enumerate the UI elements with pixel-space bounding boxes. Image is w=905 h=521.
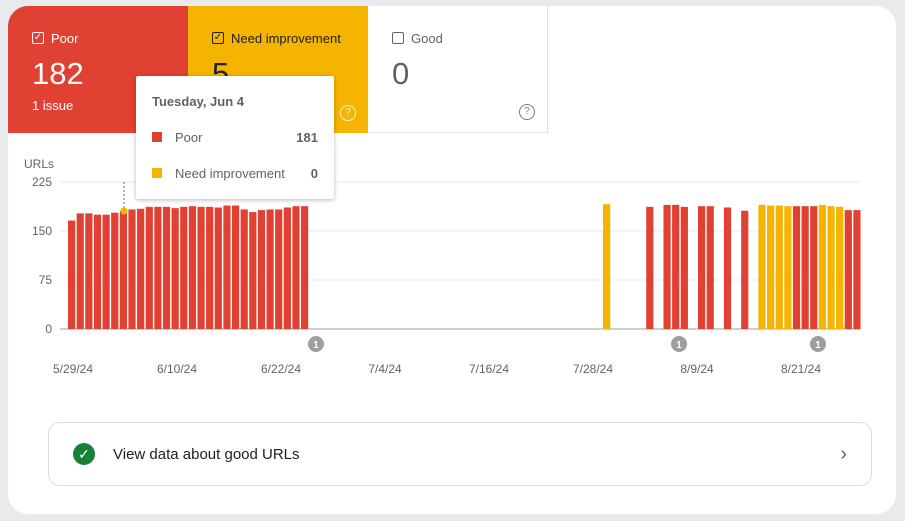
bar-poor[interactable]	[741, 210, 749, 329]
bar-poor[interactable]	[792, 206, 801, 329]
bar-poor[interactable]	[102, 214, 110, 329]
bar-need-improvement[interactable]	[775, 205, 783, 329]
bar-poor[interactable]	[137, 208, 145, 329]
y-axis-title: URLs	[24, 157, 54, 171]
bar-poor[interactable]	[68, 220, 76, 329]
tooltip-value: 181	[296, 129, 318, 145]
checkbox-icon[interactable]	[392, 32, 404, 44]
bar-poor[interactable]	[93, 214, 102, 329]
poor-issues: 1 issue	[32, 98, 74, 113]
y-tick-label: 75	[39, 273, 53, 287]
x-tick-label: 6/22/24	[261, 362, 301, 376]
bar-poor[interactable]	[162, 206, 171, 329]
bar-poor[interactable]	[197, 206, 205, 329]
bar-poor[interactable]	[257, 210, 266, 329]
bar-poor[interactable]	[128, 209, 136, 329]
bar-poor[interactable]	[844, 210, 852, 329]
tooltip-date: Tuesday, Jun 4	[152, 94, 244, 109]
bar-poor[interactable]	[275, 209, 283, 329]
bar-poor[interactable]	[249, 212, 257, 329]
x-tick-label: 7/16/24	[469, 362, 509, 376]
bar-poor[interactable]	[266, 209, 274, 329]
check-circle-icon: ✓	[73, 443, 95, 465]
x-tick-label: 8/21/24	[781, 362, 821, 376]
bar-need-improvement[interactable]	[603, 204, 611, 329]
hover-point	[120, 207, 128, 215]
bar-poor[interactable]	[214, 207, 222, 329]
bar-need-improvement[interactable]	[784, 206, 792, 329]
tooltip-row-poor: Poor 181	[152, 129, 318, 145]
bar-poor[interactable]	[145, 206, 153, 329]
poor-swatch	[152, 132, 162, 142]
bar-poor[interactable]	[801, 206, 809, 329]
tooltip-row-need-improvement: Need improvement 0	[152, 165, 318, 181]
tooltip-label: Poor	[175, 129, 203, 145]
chart-tooltip: Tuesday, Jun 4 Poor 181 Need improvement…	[136, 76, 334, 199]
annotation-icon[interactable]	[810, 336, 826, 352]
x-tick-label: 7/4/24	[368, 362, 402, 376]
bar-poor[interactable]	[706, 206, 714, 329]
annotation-label: 1	[676, 340, 682, 351]
x-tick-label: 5/29/24	[53, 362, 93, 376]
bar-need-improvement[interactable]	[818, 204, 827, 329]
bar-poor[interactable]	[292, 206, 300, 329]
help-circle-icon[interactable]: ?	[340, 105, 356, 121]
checkbox-icon[interactable]: ✓	[212, 32, 224, 44]
bar-poor[interactable]	[223, 205, 231, 329]
bar-poor[interactable]	[171, 208, 179, 329]
annotation-label: 1	[815, 340, 821, 351]
bar-poor[interactable]	[283, 207, 291, 329]
bar-need-improvement[interactable]	[758, 204, 766, 329]
x-tick-label: 7/28/24	[573, 362, 613, 376]
need-improvement-label: Need improvement	[231, 30, 341, 46]
poor-count: 182	[32, 56, 84, 91]
bar-need-improvement[interactable]	[836, 206, 844, 329]
x-tick-label: 8/9/24	[680, 362, 714, 376]
bar-need-improvement[interactable]	[827, 206, 835, 329]
good-label: Good	[411, 30, 443, 46]
bar-poor[interactable]	[76, 213, 84, 329]
view-good-urls-link[interactable]: ✓ View data about good URLs ›	[48, 422, 872, 486]
poor-label: Poor	[51, 30, 79, 46]
need-improvement-swatch	[152, 168, 162, 178]
bar-poor[interactable]	[853, 210, 861, 329]
bar-poor[interactable]	[119, 210, 127, 329]
y-tick-label: 0	[45, 322, 52, 336]
bar-poor[interactable]	[180, 206, 188, 329]
bar-poor[interactable]	[154, 206, 162, 329]
bar-poor[interactable]	[663, 204, 671, 329]
bar-need-improvement[interactable]	[767, 205, 775, 329]
bar-poor[interactable]	[85, 213, 93, 329]
bar-poor[interactable]	[188, 206, 197, 329]
bar-poor[interactable]	[672, 204, 680, 329]
view-good-urls-label: View data about good URLs	[113, 445, 300, 463]
checkbox-icon[interactable]: ✓	[32, 32, 44, 44]
annotation-label: 1	[313, 340, 319, 351]
x-tick-label: 6/10/24	[157, 362, 197, 376]
bar-poor[interactable]	[646, 206, 654, 329]
y-tick-label: 225	[32, 175, 52, 189]
tooltip-value: 0	[310, 165, 318, 181]
bar-poor[interactable]	[810, 206, 818, 329]
bar-poor[interactable]	[206, 206, 214, 329]
poor-tile[interactable]: ✓ Poor 182 1 issue ?	[8, 6, 188, 133]
good-tile[interactable]: Good 0 ?	[368, 6, 548, 133]
bar-poor[interactable]	[697, 206, 706, 329]
y-tick-label: 150	[32, 224, 52, 238]
help-circle-icon[interactable]: ?	[519, 104, 535, 120]
bar-poor[interactable]	[301, 206, 309, 329]
annotation-icon[interactable]	[308, 336, 324, 352]
chevron-right-icon: ›	[840, 442, 847, 465]
tooltip-label: Need improvement	[175, 165, 285, 181]
good-count: 0	[392, 56, 410, 91]
bar-poor[interactable]	[111, 212, 119, 329]
bar-poor[interactable]	[723, 207, 732, 329]
annotation-icon[interactable]	[671, 336, 687, 352]
bar-poor[interactable]	[231, 205, 240, 329]
bar-poor[interactable]	[680, 206, 688, 329]
bar-poor[interactable]	[240, 209, 248, 329]
